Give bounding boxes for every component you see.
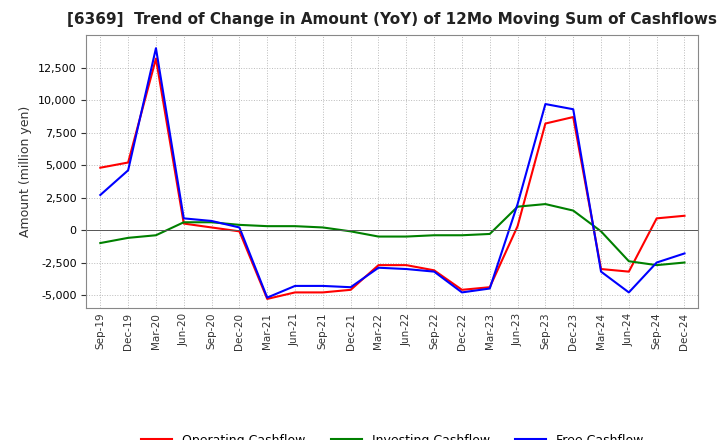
Investing Cashflow — [569, 208, 577, 213]
Operating Cashflow — [624, 269, 633, 274]
Investing Cashflow — [458, 233, 467, 238]
Free Cashflow — [263, 295, 271, 300]
Free Cashflow — [485, 286, 494, 291]
Free Cashflow — [124, 168, 132, 173]
Free Cashflow — [96, 192, 104, 198]
Investing Cashflow — [207, 220, 216, 225]
Investing Cashflow — [485, 231, 494, 237]
Investing Cashflow — [680, 260, 689, 265]
Investing Cashflow — [402, 234, 410, 239]
Investing Cashflow — [96, 240, 104, 246]
Free Cashflow — [291, 283, 300, 289]
Line: Investing Cashflow: Investing Cashflow — [100, 204, 685, 265]
Free Cashflow — [541, 101, 550, 106]
Investing Cashflow — [346, 229, 355, 234]
Operating Cashflow — [597, 266, 606, 271]
Investing Cashflow — [624, 259, 633, 264]
Operating Cashflow — [96, 165, 104, 170]
Line: Free Cashflow: Free Cashflow — [100, 48, 685, 297]
Investing Cashflow — [430, 233, 438, 238]
Free Cashflow — [374, 265, 383, 270]
Free Cashflow — [569, 106, 577, 112]
Operating Cashflow — [541, 121, 550, 126]
Legend: Operating Cashflow, Investing Cashflow, Free Cashflow: Operating Cashflow, Investing Cashflow, … — [136, 429, 649, 440]
Investing Cashflow — [513, 204, 522, 209]
Investing Cashflow — [541, 202, 550, 207]
Operating Cashflow — [124, 160, 132, 165]
Operating Cashflow — [652, 216, 661, 221]
Investing Cashflow — [291, 224, 300, 229]
Operating Cashflow — [513, 224, 522, 229]
Operating Cashflow — [179, 221, 188, 226]
Operating Cashflow — [291, 290, 300, 295]
Operating Cashflow — [235, 229, 243, 234]
Operating Cashflow — [402, 263, 410, 268]
Operating Cashflow — [569, 114, 577, 120]
Investing Cashflow — [374, 234, 383, 239]
Free Cashflow — [179, 216, 188, 221]
Line: Operating Cashflow: Operating Cashflow — [100, 59, 685, 299]
Free Cashflow — [152, 46, 161, 51]
Investing Cashflow — [263, 224, 271, 229]
Free Cashflow — [597, 269, 606, 274]
Investing Cashflow — [597, 229, 606, 234]
Investing Cashflow — [152, 233, 161, 238]
Free Cashflow — [346, 285, 355, 290]
Operating Cashflow — [485, 285, 494, 290]
Operating Cashflow — [374, 263, 383, 268]
Operating Cashflow — [458, 287, 467, 293]
Operating Cashflow — [207, 225, 216, 230]
Operating Cashflow — [152, 56, 161, 61]
Free Cashflow — [652, 260, 661, 265]
Title: [6369]  Trend of Change in Amount (YoY) of 12Mo Moving Sum of Cashflows: [6369] Trend of Change in Amount (YoY) o… — [68, 12, 717, 27]
Investing Cashflow — [235, 222, 243, 227]
Free Cashflow — [458, 290, 467, 295]
Investing Cashflow — [124, 235, 132, 241]
Operating Cashflow — [680, 213, 689, 218]
Investing Cashflow — [318, 225, 327, 230]
Free Cashflow — [513, 202, 522, 207]
Free Cashflow — [207, 218, 216, 224]
Investing Cashflow — [179, 220, 188, 225]
Free Cashflow — [235, 225, 243, 230]
Free Cashflow — [318, 283, 327, 289]
Operating Cashflow — [263, 296, 271, 301]
Free Cashflow — [402, 266, 410, 271]
Operating Cashflow — [346, 287, 355, 293]
Y-axis label: Amount (million yen): Amount (million yen) — [19, 106, 32, 237]
Investing Cashflow — [652, 263, 661, 268]
Free Cashflow — [624, 290, 633, 295]
Operating Cashflow — [430, 268, 438, 273]
Free Cashflow — [680, 251, 689, 256]
Free Cashflow — [430, 269, 438, 274]
Operating Cashflow — [318, 290, 327, 295]
